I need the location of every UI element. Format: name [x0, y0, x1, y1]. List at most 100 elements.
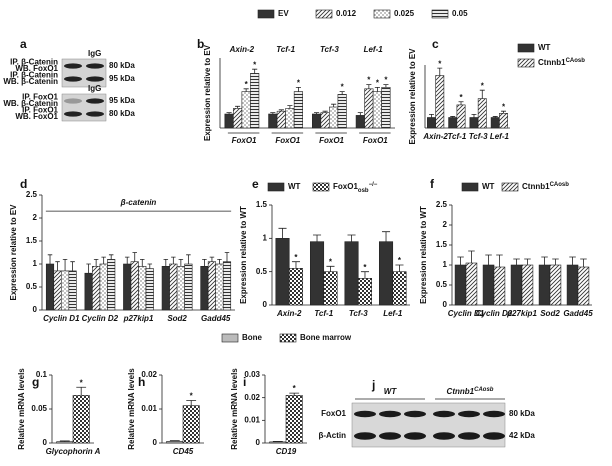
error-bar [55, 261, 60, 271]
significance: * [80, 378, 84, 387]
legend-label: 0.012 [336, 9, 357, 18]
significance: * [294, 253, 298, 262]
panel-letter: b [197, 37, 204, 51]
error-bar [357, 112, 363, 116]
bar [92, 265, 101, 311]
legend-label-part: 0.05 [452, 9, 468, 18]
bar [161, 265, 170, 311]
blot-group-label: Ctnnb1CAosb [447, 387, 494, 397]
bar [293, 91, 303, 129]
bar [224, 113, 234, 129]
significance: * [253, 60, 257, 69]
legend-label: Ctnnb1CAosb [522, 182, 569, 192]
blot-membrane [351, 402, 506, 448]
error-bar [243, 88, 249, 92]
error-bar [171, 256, 176, 264]
blot-band [86, 98, 104, 104]
blot-band [354, 410, 376, 418]
error-bar [437, 67, 443, 76]
bar [521, 264, 534, 306]
blot-kda: 80 kDa [509, 409, 535, 418]
blot-row-label: β-Actin [318, 431, 346, 440]
bar [465, 262, 478, 306]
panel-letter: d [20, 177, 27, 191]
bar [250, 73, 260, 129]
bar [268, 113, 278, 129]
error-bar [366, 84, 372, 89]
category-label: Cyclin D2 [476, 309, 513, 318]
bar [222, 261, 232, 311]
legend-label-part: −/− [369, 182, 378, 188]
blot-wb-label: WB. FoxO1 [15, 64, 58, 73]
legend-swatch [315, 9, 333, 19]
y-axis-label: Expression relative to EV [203, 44, 212, 141]
bar [72, 395, 90, 444]
legend-swatch [257, 9, 275, 19]
category-label: Tcf-1 [314, 309, 333, 318]
legend-label-part: Ctnnb1 [538, 58, 566, 67]
significance: * [190, 392, 194, 401]
category-label: CD45 [173, 447, 194, 456]
error-bar [278, 227, 287, 239]
blot-wb-label: WB. β-Catenin [3, 99, 58, 108]
blot-membrane [61, 93, 107, 122]
legend-label: WT [538, 43, 551, 52]
blot-band [379, 410, 401, 418]
y-tick-label: 0 [263, 300, 268, 309]
y-tick-label: 0.5 [256, 267, 268, 276]
blot-band [404, 432, 426, 440]
y-tick-label: 2 [443, 220, 448, 229]
error-bar [186, 254, 191, 264]
legend-label-part: WT [482, 182, 495, 191]
legend-label-part: FoxO1 [333, 182, 358, 191]
y-axis-label: Expression relative to WT [239, 206, 248, 304]
legend-label-part: Bone [242, 333, 263, 342]
bar [499, 113, 508, 129]
error-bar [501, 110, 507, 114]
group-sublabel: FoxO1 [232, 136, 257, 145]
error-bar [457, 256, 464, 265]
panel-letter: f [430, 177, 435, 191]
error-bar [178, 259, 184, 267]
panel-letter: j [371, 378, 375, 392]
category-label: Tcf-1 [276, 45, 295, 54]
significance: * [293, 384, 297, 393]
bar [275, 238, 290, 306]
bar [448, 117, 458, 129]
legend-label-part: 0.012 [336, 9, 357, 18]
bar [577, 266, 590, 306]
y-tick-label: 2 [33, 213, 38, 222]
error-bar [569, 256, 576, 265]
blot-wb-label: WB. FoxO1 [15, 112, 58, 121]
y-tick-label: 0 [153, 438, 158, 447]
bar [312, 113, 322, 129]
bar [138, 265, 147, 311]
category-label: Glycophorin A [46, 447, 101, 456]
legend-swatch [279, 333, 297, 343]
blot-band [86, 76, 104, 82]
error-bar [140, 259, 145, 267]
error-bar [226, 112, 232, 114]
bar [56, 441, 74, 444]
error-bar [468, 250, 475, 263]
panel-letter: g [32, 375, 39, 389]
error-bar [374, 87, 380, 92]
y-tick-label: 0.01 [141, 404, 157, 413]
bar [392, 271, 407, 306]
category-label: Axin-2 [276, 309, 302, 318]
error-bar [235, 105, 241, 109]
category-label: p27kip1 [506, 309, 537, 318]
error-bar [108, 254, 114, 260]
error-bar [278, 109, 284, 112]
bar [166, 440, 184, 444]
y-tick-label: 2.5 [26, 190, 38, 199]
bar [200, 265, 209, 311]
y-tick-label: 1.5 [26, 236, 38, 245]
error-bar [163, 259, 169, 267]
significance: * [341, 83, 345, 92]
blot-ip-label: IP. FoxO1 [22, 106, 58, 115]
bar [493, 266, 506, 306]
bar [60, 270, 70, 311]
error-bar [339, 91, 345, 95]
